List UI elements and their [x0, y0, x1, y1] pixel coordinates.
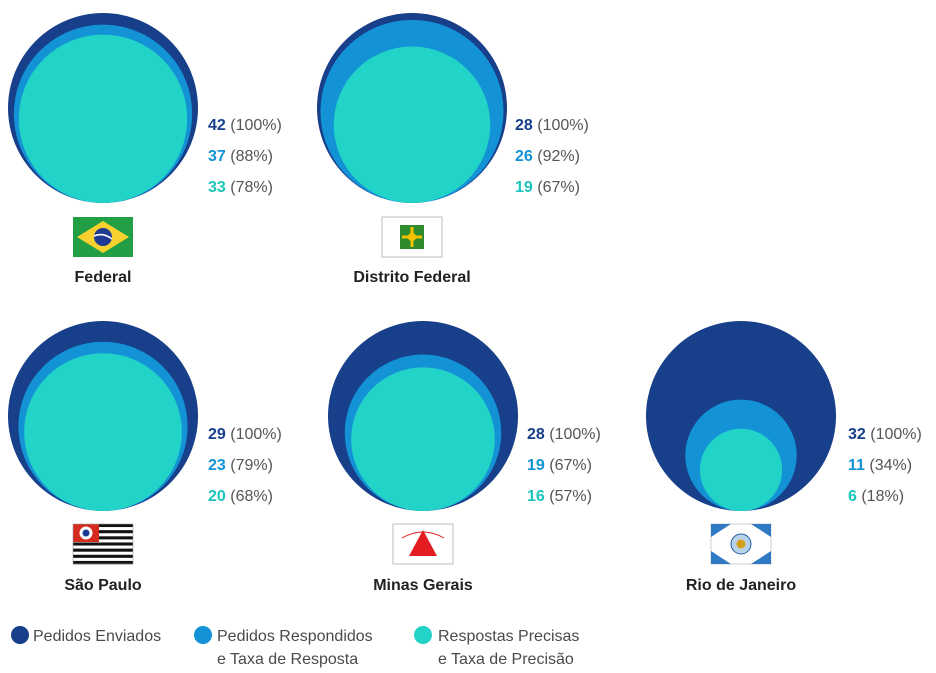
minas-gerais-flag — [392, 523, 454, 565]
flag-motto-arc — [401, 531, 445, 539]
flag-stripe — [73, 545, 133, 549]
value-label: 6 (18%) — [848, 488, 904, 505]
value-label: 37 (88%) — [208, 148, 273, 165]
flag-cross-center — [406, 231, 418, 243]
bubble-precisas — [699, 428, 783, 511]
flag-stripe — [73, 560, 133, 565]
flag-stripe — [73, 548, 133, 552]
flag-stripe — [73, 527, 133, 531]
flag-globe — [94, 228, 112, 246]
legend-label: Pedidos Enviados — [33, 628, 161, 645]
panel-distrito-federal: 28 (100%) 26 (92%) 19 (67%) Distrito Federa… — [317, 13, 589, 286]
bubble-precisas — [24, 353, 182, 511]
flag-quarter-bl — [711, 551, 731, 564]
bubble-precisas — [333, 46, 491, 203]
flag-stripe — [73, 539, 133, 543]
value-label: 42 (100%) — [208, 117, 282, 134]
value-label: 19 (67%) — [515, 179, 580, 196]
legend: Pedidos Enviados Pedidos Respondidos e Tax… — [11, 626, 579, 668]
flag-band — [93, 233, 113, 240]
value-label: 28 (100%) — [527, 426, 601, 443]
legend-label-line2: e Taxa de Precisão — [438, 651, 574, 668]
flag-stripe — [73, 554, 133, 559]
legend-label-line2: e Taxa de Resposta — [217, 651, 358, 668]
flag-triangle — [409, 530, 437, 556]
value-label: 11 (34%) — [848, 457, 912, 474]
panel-label: Rio de Janeiro — [686, 577, 796, 594]
value-label: 16 (57%) — [527, 488, 592, 505]
value-label: 32 (100%) — [848, 426, 922, 443]
legend-marker — [11, 626, 29, 644]
legend-marker — [194, 626, 212, 644]
flag-stripe — [73, 551, 133, 556]
value-label: 20 (68%) — [208, 488, 273, 505]
panel-minas-gerais: 28 (100%) 19 (67%) 16 (57%) Minas Gerais — [328, 321, 601, 594]
legend-label: Respostas Precisas — [438, 628, 579, 645]
rio-de-janeiro-flag — [710, 523, 772, 565]
distrito-federal-flag — [381, 216, 443, 258]
panel-label: Federal — [75, 269, 132, 286]
brazil-flag — [73, 217, 133, 257]
panel-label: Minas Gerais — [373, 577, 473, 594]
value-label: 23 (79%) — [208, 457, 273, 474]
panel-rio-de-janeiro: 32 (100%) 11 (34%) 6 (18%) Rio de Janeiro — [646, 321, 922, 594]
flag-stripe — [73, 536, 133, 540]
flag-quarter-br — [751, 551, 771, 564]
flag-stripe — [73, 557, 133, 562]
bubble-precisas — [18, 34, 188, 203]
flag-stripe — [73, 530, 133, 534]
flag-map — [82, 529, 90, 537]
value-label: 33 (78%) — [208, 179, 273, 196]
flag-quarter-tr — [751, 524, 771, 537]
panel-label: Distrito Federal — [353, 269, 470, 286]
panel-label: São Paulo — [64, 577, 142, 594]
bubble-precisas — [351, 367, 495, 511]
value-label: 28 (100%) — [515, 117, 589, 134]
flag-emblem — [736, 539, 746, 549]
flag-stripe — [73, 533, 133, 537]
flag-stripe — [73, 524, 133, 528]
flag-quarter-tl — [711, 524, 731, 537]
legend-label: Pedidos Respondidos — [217, 628, 373, 645]
value-label: 19 (67%) — [527, 457, 592, 474]
flag-stripe — [73, 542, 133, 546]
panel-sao-paulo: 29 (100%) 23 (79%) 20 (68%) São Paulo — [8, 321, 282, 594]
sao-paulo-flag — [72, 523, 134, 565]
value-label: 26 (92%) — [515, 148, 580, 165]
flag-border — [72, 523, 134, 565]
value-label: 29 (100%) — [208, 426, 282, 443]
legend-marker — [414, 626, 432, 644]
panel-federal: 42 (100%) 37 (88%) 33 (78%) Federal — [8, 13, 282, 286]
